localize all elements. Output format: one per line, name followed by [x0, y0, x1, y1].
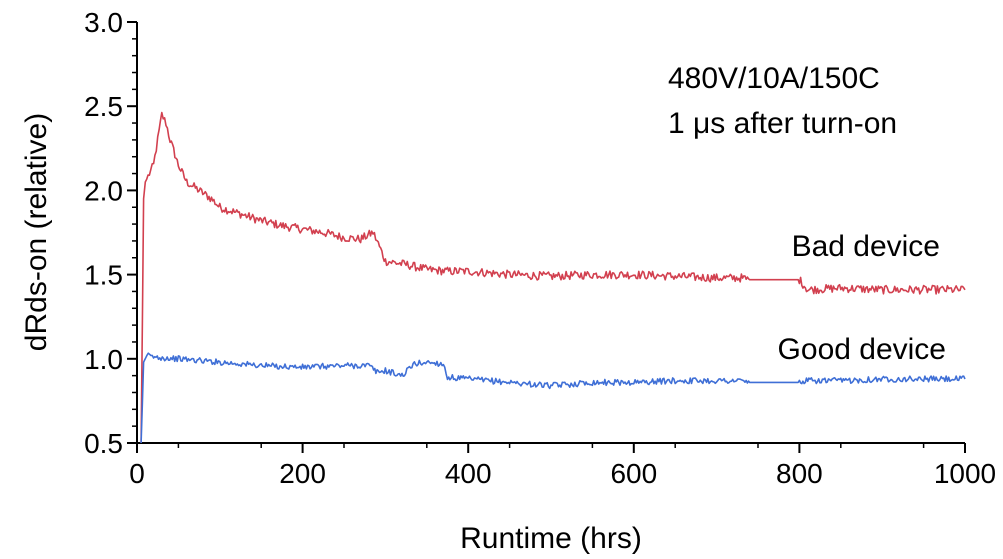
y-axis-title: dRds-on (relative) [20, 113, 53, 351]
y-tick-label: 2.5 [84, 91, 123, 122]
y-tick-label: 2.0 [84, 175, 123, 206]
annotation-conditions-line2: 1 μs after turn-on [668, 107, 897, 140]
y-tick-label: 3.0 [84, 7, 123, 38]
tick-labels: 0.5 1.0 1.5 2.0 2.5 3.0 0 200 400 600 800 1000 [84, 7, 996, 489]
series-line-bad-device [140, 111, 966, 444]
y-tick-label: 1.5 [84, 260, 123, 291]
tick-marks [127, 21, 966, 453]
label-good-device: Good device [778, 333, 946, 366]
y-tick-label: 0.5 [84, 428, 123, 459]
x-tick-label: 200 [279, 458, 326, 489]
label-bad-device: Bad device [792, 230, 940, 263]
x-tick-label: 600 [610, 458, 657, 489]
x-tick-label: 400 [445, 458, 492, 489]
series-layer [140, 111, 966, 444]
axes [136, 22, 965, 444]
series-line-good-device [140, 352, 966, 444]
y-tick-label: 1.0 [84, 344, 123, 375]
x-axis-title: Runtime (hrs) [460, 522, 642, 555]
x-tick-label: 1000 [934, 458, 996, 489]
x-tick-label: 800 [776, 458, 823, 489]
annotation-conditions-line1: 480V/10A/150C [668, 62, 880, 95]
x-tick-label: 0 [129, 458, 145, 489]
